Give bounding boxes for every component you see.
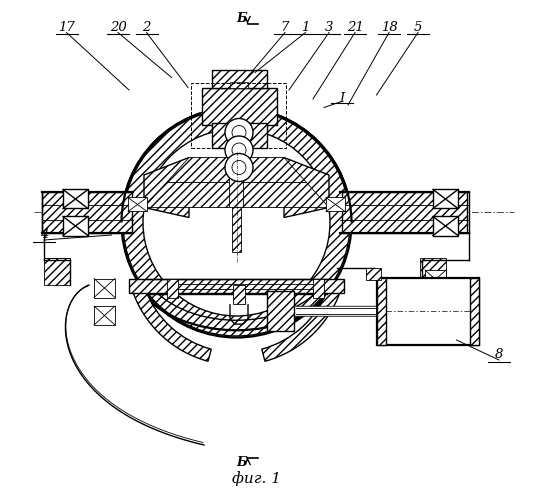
- Text: 1: 1: [301, 21, 310, 34]
- Text: 17: 17: [58, 21, 75, 34]
- Circle shape: [225, 136, 253, 164]
- Circle shape: [232, 126, 246, 140]
- Circle shape: [225, 118, 253, 146]
- Bar: [44, 258, 70, 285]
- Text: 20: 20: [109, 21, 126, 34]
- Circle shape: [232, 143, 246, 157]
- Bar: [191, 82, 286, 148]
- Text: Б: Б: [236, 456, 247, 469]
- Text: 5: 5: [414, 21, 422, 34]
- Bar: [470, 278, 479, 345]
- Bar: [201, 88, 277, 125]
- Circle shape: [123, 109, 350, 336]
- Wedge shape: [133, 288, 211, 362]
- Bar: [377, 278, 479, 345]
- Bar: [377, 278, 386, 345]
- Circle shape: [232, 160, 246, 174]
- Bar: [41, 192, 132, 232]
- Text: 2: 2: [142, 21, 151, 34]
- Bar: [128, 198, 147, 211]
- Bar: [425, 270, 446, 289]
- Bar: [326, 198, 345, 211]
- Text: 18: 18: [381, 21, 397, 34]
- Bar: [420, 258, 446, 285]
- Polygon shape: [144, 158, 189, 218]
- Polygon shape: [267, 301, 377, 321]
- Bar: [166, 278, 177, 297]
- Bar: [367, 268, 382, 280]
- Bar: [211, 124, 267, 148]
- Bar: [229, 162, 243, 208]
- Text: 4: 4: [40, 228, 48, 241]
- Bar: [211, 70, 267, 87]
- Bar: [341, 192, 466, 232]
- Bar: [63, 216, 88, 236]
- Polygon shape: [243, 182, 329, 208]
- Bar: [433, 216, 458, 236]
- Bar: [267, 291, 294, 331]
- Text: Б: Б: [236, 12, 247, 24]
- Polygon shape: [284, 158, 329, 218]
- Text: 7: 7: [281, 21, 289, 34]
- Bar: [233, 285, 245, 304]
- Circle shape: [143, 129, 330, 316]
- Bar: [94, 278, 115, 297]
- Bar: [63, 190, 88, 208]
- Wedge shape: [262, 288, 340, 362]
- Text: 3: 3: [325, 21, 333, 34]
- Text: 8: 8: [495, 348, 503, 362]
- Text: фиг. 1: фиг. 1: [232, 472, 281, 486]
- Bar: [232, 208, 240, 252]
- Bar: [230, 82, 248, 87]
- Polygon shape: [243, 158, 306, 182]
- Bar: [94, 306, 115, 325]
- Polygon shape: [166, 158, 230, 182]
- Polygon shape: [144, 182, 230, 208]
- Circle shape: [122, 108, 352, 338]
- Bar: [129, 278, 344, 292]
- Bar: [433, 190, 458, 208]
- Text: 21: 21: [347, 21, 363, 34]
- Text: I: I: [339, 92, 344, 105]
- Bar: [313, 278, 324, 297]
- Circle shape: [225, 154, 253, 182]
